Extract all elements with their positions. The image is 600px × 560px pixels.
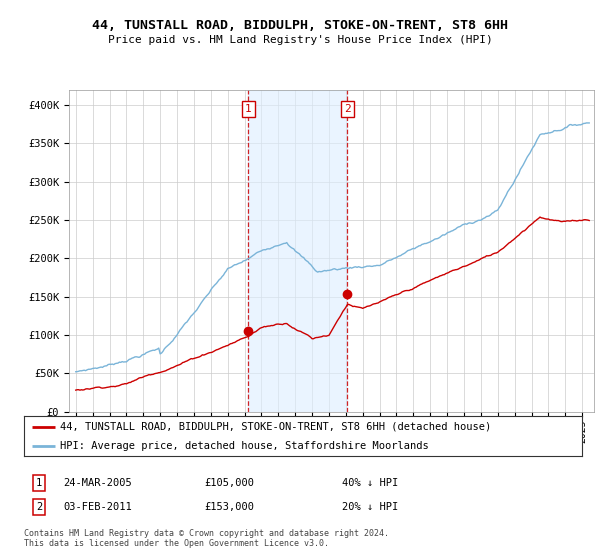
Text: 40% ↓ HPI: 40% ↓ HPI <box>342 478 398 488</box>
Text: 1: 1 <box>245 104 252 114</box>
Text: £105,000: £105,000 <box>204 478 254 488</box>
Text: 2: 2 <box>344 104 351 114</box>
Text: £153,000: £153,000 <box>204 502 254 512</box>
Bar <box>248 90 347 412</box>
Text: 44, TUNSTALL ROAD, BIDDULPH, STOKE-ON-TRENT, ST8 6HH (detached house): 44, TUNSTALL ROAD, BIDDULPH, STOKE-ON-TR… <box>60 422 491 432</box>
Text: Price paid vs. HM Land Registry's House Price Index (HPI): Price paid vs. HM Land Registry's House … <box>107 35 493 45</box>
Text: 44, TUNSTALL ROAD, BIDDULPH, STOKE-ON-TRENT, ST8 6HH: 44, TUNSTALL ROAD, BIDDULPH, STOKE-ON-TR… <box>92 18 508 32</box>
Text: 20% ↓ HPI: 20% ↓ HPI <box>342 502 398 512</box>
Text: 24-MAR-2005: 24-MAR-2005 <box>63 478 132 488</box>
Text: HPI: Average price, detached house, Staffordshire Moorlands: HPI: Average price, detached house, Staf… <box>60 441 429 450</box>
Text: 2: 2 <box>36 502 42 512</box>
Text: 03-FEB-2011: 03-FEB-2011 <box>63 502 132 512</box>
Text: Contains HM Land Registry data © Crown copyright and database right 2024.
This d: Contains HM Land Registry data © Crown c… <box>24 529 389 548</box>
Text: 1: 1 <box>36 478 42 488</box>
